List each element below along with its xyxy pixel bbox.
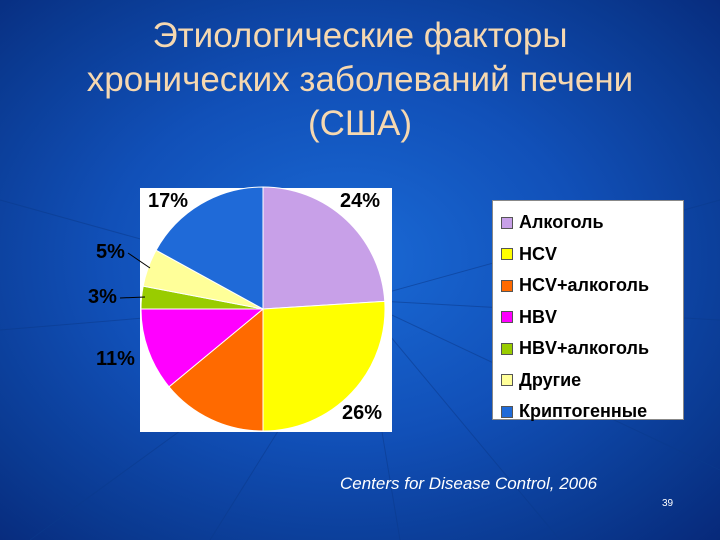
legend-label: Другие	[519, 369, 582, 390]
legend-item: Другие	[501, 365, 683, 397]
leader-line	[119, 296, 146, 299]
legend-swatch	[501, 216, 513, 229]
data-label: 17%	[148, 190, 189, 212]
legend-swatch	[501, 405, 513, 418]
data-label: 3%	[88, 286, 117, 308]
leader-line	[127, 252, 151, 269]
pie-slice	[262, 300, 386, 432]
legend-label: HCV+алкоголь	[519, 275, 650, 296]
legend-swatch	[501, 311, 513, 324]
data-label: 24%	[340, 190, 381, 212]
legend-item: HCV	[501, 239, 683, 271]
chart-legend: Алкоголь HCV HCV+алкоголь HBV HBV+алкого…	[492, 200, 684, 421]
data-label: 5%	[96, 241, 125, 263]
legend-item: HBV+алкоголь	[501, 333, 683, 365]
pie-slice	[168, 307, 264, 432]
title-line: (США)	[307, 104, 412, 143]
slide-title: Этиологические факторы хронических забол…	[40, 14, 680, 146]
title-line: Этиологические факторы	[152, 16, 568, 55]
legend-swatch	[501, 279, 513, 292]
pie-slice	[155, 186, 264, 310]
legend-item: HBV	[501, 302, 683, 334]
legend-label: HCV	[519, 243, 558, 264]
legend-item: Алкоголь	[501, 207, 683, 239]
legend-label: HBV	[519, 306, 558, 327]
legend-label: HBV+алкоголь	[519, 338, 650, 359]
data-label: 11%	[96, 348, 135, 370]
legend-swatch	[501, 342, 513, 355]
pie-slice	[140, 308, 265, 388]
legend-label: Алкоголь	[519, 212, 604, 233]
legend-swatch	[501, 248, 513, 261]
pie-slice	[262, 186, 386, 310]
data-label: 26%	[342, 402, 383, 424]
legend-item: Криптогенные	[501, 396, 683, 428]
legend-label: Криптогенные	[519, 401, 648, 422]
title-line: хронических заболеваний печени	[86, 60, 634, 99]
page-number: 39	[662, 498, 674, 509]
source-citation: Centers for Disease Control, 2006	[340, 474, 598, 493]
legend-swatch	[501, 374, 513, 387]
legend-item: HCV+алкоголь	[501, 270, 683, 302]
